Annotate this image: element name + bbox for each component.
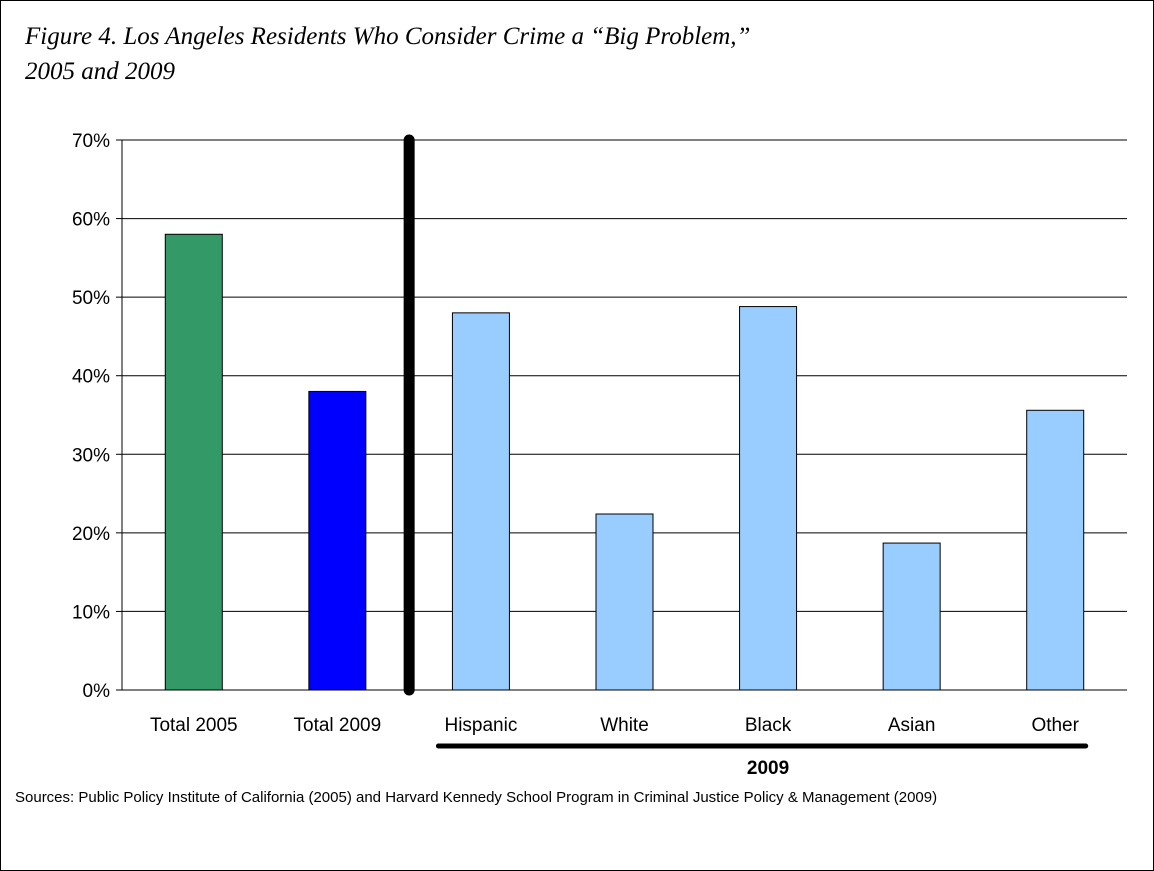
bar-asian xyxy=(882,542,941,691)
y-tick-label: 60% xyxy=(72,210,110,231)
y-tick-label: 40% xyxy=(72,367,110,388)
figure-title-line2: 2005 and 2009 xyxy=(25,58,175,85)
bar-total-2009 xyxy=(308,390,367,691)
tick-labels: 0% 10% 20% 30% 40% 50% 60% 70% Total 2005 Total 2… xyxy=(72,131,1080,736)
group-label: 2009 xyxy=(747,758,789,779)
bar-hispanic xyxy=(451,312,510,691)
y-tick-label: 10% xyxy=(72,602,110,623)
annotations: 2009 xyxy=(403,134,1089,779)
x-tick-label: Black xyxy=(745,715,792,736)
x-tick-label: Total 2009 xyxy=(294,715,382,736)
y-tick-label: 30% xyxy=(72,445,110,466)
bar-black xyxy=(739,306,798,691)
x-tick-label: Hispanic xyxy=(444,715,517,736)
y-tick-label: 0% xyxy=(83,681,111,702)
y-tick-label: 20% xyxy=(72,524,110,545)
x-tick-label: Asian xyxy=(888,715,936,736)
bars xyxy=(164,233,1085,691)
x-tick-label: Other xyxy=(1031,715,1079,736)
source-note: Sources: Public Policy Institute of Cali… xyxy=(15,789,938,806)
bar-total-2005 xyxy=(164,233,223,691)
y-tick-label: 70% xyxy=(72,131,110,152)
bar-white xyxy=(595,513,654,691)
x-tick-label: White xyxy=(600,715,649,736)
gridlines xyxy=(122,139,1127,612)
figure-title-line1: Figure 4. Los Angeles Residents Who Cons… xyxy=(25,23,751,50)
bar-other xyxy=(1026,409,1085,691)
x-tick-label: Total 2005 xyxy=(150,715,238,736)
y-tick-label: 50% xyxy=(72,288,110,309)
figure-title: Figure 4. Los Angeles Residents Who Cons… xyxy=(25,19,1125,89)
